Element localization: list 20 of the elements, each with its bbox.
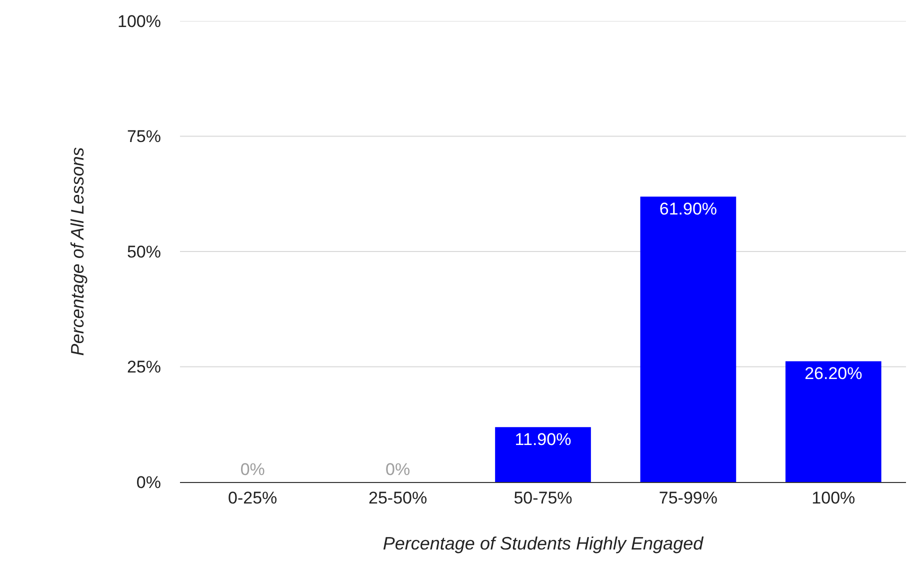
x-tick-label: 0-25% [228, 488, 278, 508]
data-label: 61.90% [659, 200, 718, 219]
data-label: 11.90% [514, 430, 572, 450]
y-axis-title: Percentage of All Lessons [68, 147, 88, 356]
x-tick-label: 50-75% [514, 488, 572, 508]
bar [785, 361, 882, 482]
x-tick-label: 25-50% [368, 488, 428, 508]
bar [495, 427, 591, 482]
x-tick-label: 100% [812, 488, 856, 508]
x-axis-title: Percentage of Students Highly Engaged [382, 534, 704, 554]
data-label: 26.20% [804, 364, 862, 384]
data-label: 0% [240, 460, 265, 479]
y-tick-label: 0% [136, 472, 161, 492]
x-tick-label: 75-99% [658, 488, 718, 508]
data-label: 0% [386, 460, 410, 479]
y-tick-label: 50% [126, 242, 161, 262]
y-tick-label: 100% [118, 12, 161, 31]
y-tick-label: 25% [126, 358, 161, 377]
y-tick-label: 75% [126, 127, 161, 146]
bar [640, 196, 736, 482]
